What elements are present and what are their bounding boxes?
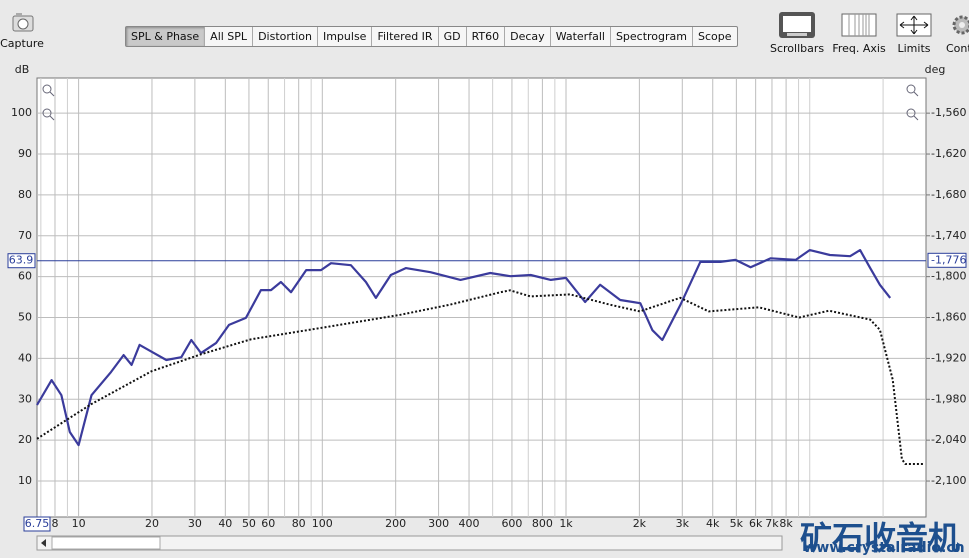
limits-button[interactable]: Limits bbox=[892, 10, 936, 55]
x-tick-label: 2k bbox=[633, 517, 647, 530]
y2-tick-label: -1,800 bbox=[931, 270, 966, 283]
capture-label: Capture bbox=[0, 37, 44, 50]
y-tick-label: 90 bbox=[18, 147, 32, 160]
x-tick-label: 3k bbox=[676, 517, 690, 530]
tab[interactable]: RT60 bbox=[467, 27, 506, 46]
x-start-box bbox=[23, 516, 51, 532]
x-tick-label: 100 bbox=[312, 517, 333, 530]
plot-area bbox=[36, 77, 927, 518]
y-tick-label: 40 bbox=[18, 351, 32, 364]
y2-tick-label: -2,100 bbox=[931, 474, 966, 487]
tab[interactable]: SPL & Phase bbox=[126, 27, 206, 46]
tab[interactable]: Scope bbox=[698, 30, 732, 43]
x-tick-label: 300 bbox=[428, 517, 449, 530]
tab[interactable]: Filtered IR bbox=[372, 27, 439, 46]
capture-button[interactable]: Capture bbox=[0, 10, 44, 50]
y2-tick-label: -1,980 bbox=[931, 392, 966, 405]
y-tick-label: 70 bbox=[18, 229, 32, 242]
tab[interactable]: Distortion bbox=[253, 27, 318, 46]
x-tick-label: 10 bbox=[72, 517, 86, 530]
x-tick-label: 8k bbox=[779, 517, 793, 530]
x-tick-label: 30 bbox=[188, 517, 202, 530]
button-label: Limits bbox=[897, 42, 931, 55]
x-tick-label: 1k bbox=[559, 517, 573, 530]
button-label: Scrollbars bbox=[770, 42, 825, 55]
y-tick-label: 60 bbox=[18, 270, 32, 283]
y2-tick-label: -1,620 bbox=[931, 147, 966, 160]
x-tick-label: 7k bbox=[765, 517, 779, 530]
scrollbars-icon bbox=[779, 12, 815, 38]
y2-tick-label: -1,740 bbox=[931, 229, 966, 242]
x-tick-label: 60 bbox=[261, 517, 275, 530]
y-tick-label: 80 bbox=[18, 188, 32, 201]
y-axis-label: dB bbox=[15, 63, 30, 76]
watermark-url: www.crystalradio.cn bbox=[803, 540, 964, 556]
button-label: Contr bbox=[946, 42, 969, 55]
scrollbar bbox=[36, 535, 783, 551]
tab[interactable]: GD bbox=[439, 27, 467, 46]
toolbar: Capture SPL & Phase All SPL Distortion Impu… bbox=[0, 0, 969, 62]
freq-axis-button[interactable]: Freq. Axis bbox=[830, 10, 888, 55]
y2-tick-label: -1,680 bbox=[931, 188, 966, 201]
series-line bbox=[36, 249, 892, 447]
x-tick-label: 6.75 bbox=[25, 517, 50, 530]
controls-button[interactable]: Contr bbox=[946, 10, 969, 55]
scrollbars-button[interactable]: Scrollbars bbox=[770, 10, 824, 55]
x-tick-label: 200 bbox=[385, 517, 406, 530]
tab[interactable]: Decay bbox=[505, 27, 551, 46]
series-line bbox=[36, 289, 925, 465]
x-tick-label: 800 bbox=[532, 517, 553, 530]
y-tick-label: 30 bbox=[18, 392, 32, 405]
x-tick-label: 8 bbox=[51, 517, 58, 530]
grid bbox=[37, 78, 926, 517]
x-tick-label: 6k bbox=[749, 517, 763, 530]
freq-axis-icon bbox=[841, 13, 877, 37]
gear-icon bbox=[952, 15, 969, 35]
y2-axis-label: deg bbox=[925, 63, 946, 76]
x-tick-label: 5k bbox=[730, 517, 744, 530]
cursor-y2-box bbox=[927, 252, 967, 268]
x-tick-label: 50 bbox=[242, 517, 256, 530]
y-tick-label: 20 bbox=[18, 433, 32, 446]
x-tick-label: 20 bbox=[145, 517, 159, 530]
y2-tick-label: -1,560 bbox=[931, 106, 966, 119]
y2-tick-label: -1,860 bbox=[931, 311, 966, 324]
y2-tick-label: -2,040 bbox=[931, 433, 966, 446]
button-label: Freq. Axis bbox=[832, 42, 886, 55]
y-tick-label: 100 bbox=[11, 106, 32, 119]
x-tick-label: 4k bbox=[706, 517, 720, 530]
y-tick-label: 10 bbox=[18, 474, 32, 487]
cursor-label: 63.9 bbox=[9, 254, 34, 267]
y-tick-label: 50 bbox=[18, 311, 32, 324]
tab[interactable]: Spectrogram bbox=[611, 27, 694, 46]
y2-tick-label: -1,920 bbox=[931, 351, 966, 364]
x-tick-label: 400 bbox=[459, 517, 480, 530]
tab[interactable]: Waterfall bbox=[551, 27, 611, 46]
x-tick-label: 40 bbox=[218, 517, 232, 530]
cursor-y2-label: -1,776 bbox=[931, 253, 966, 266]
cursor-box bbox=[7, 253, 36, 269]
tab[interactable]: All SPL bbox=[205, 27, 254, 46]
limits-icon bbox=[896, 13, 932, 37]
zoom-icons bbox=[42, 84, 919, 121]
camera-icon bbox=[12, 13, 34, 32]
x-tick-label: 600 bbox=[501, 517, 522, 530]
watermark-title: 矿石收音机 bbox=[800, 519, 960, 557]
tab[interactable]: Impulse bbox=[318, 27, 373, 46]
x-tick-label: 80 bbox=[292, 517, 306, 530]
tab-bar: SPL & Phase All SPL Distortion Impulse Filte… bbox=[125, 26, 738, 47]
